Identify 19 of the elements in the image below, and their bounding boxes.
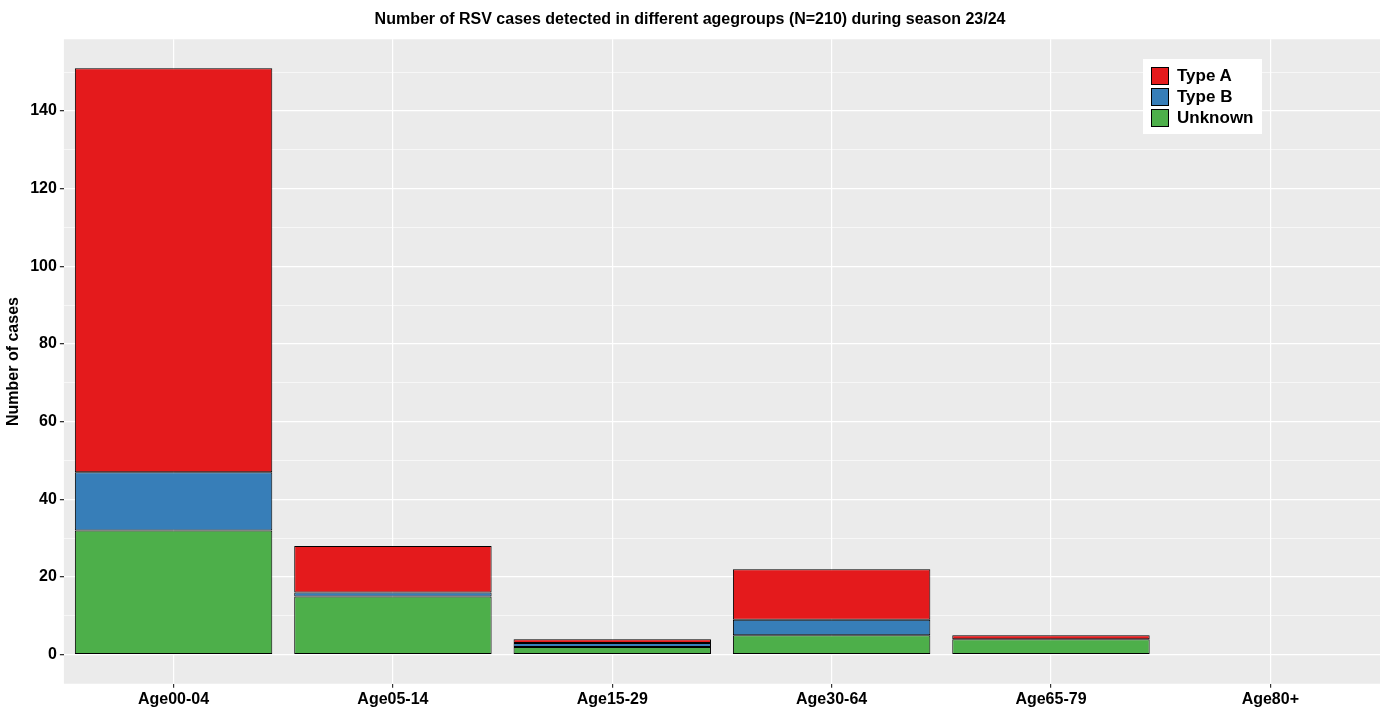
y-tick-label: 40 <box>39 489 57 507</box>
y-tick-label: 20 <box>39 567 57 585</box>
x-tick-label: Age65-79 <box>1015 689 1087 707</box>
x-tick-label: Age80+ <box>1241 689 1300 707</box>
chart-title: Number of RSV cases detected in different agegroups (N=210) during season 23/24 <box>374 10 1006 28</box>
y-axis-title: Number of cases <box>4 296 22 426</box>
y-tick-label: 140 <box>30 101 57 119</box>
y-tick-label: 120 <box>30 179 57 197</box>
legend-label: Unknown <box>1177 107 1254 128</box>
x-tick-label: Age15-29 <box>576 689 648 707</box>
x-tick-label: Age05-14 <box>357 689 429 707</box>
y-tick-label: 100 <box>30 256 57 274</box>
y-tick-label: 80 <box>39 334 57 352</box>
x-tick-label: Age30-64 <box>796 689 868 707</box>
legend-label: Type A <box>1177 65 1232 86</box>
x-tick-label: Age00-04 <box>137 689 210 707</box>
legend-label: Type B <box>1177 86 1233 107</box>
y-tick-label: 60 <box>39 412 57 430</box>
y-tick-label: 0 <box>47 645 57 663</box>
